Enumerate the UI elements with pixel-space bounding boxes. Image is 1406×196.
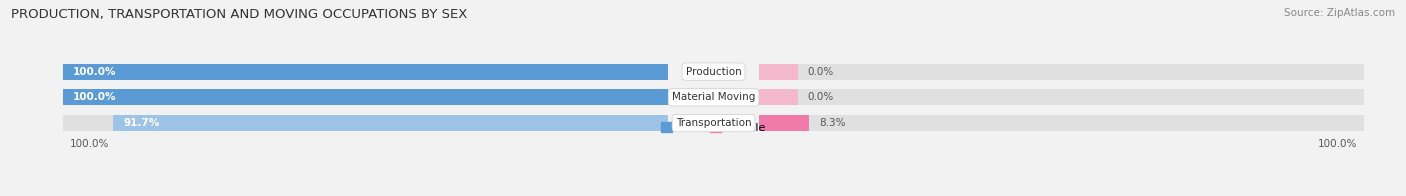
Bar [114, 115, 668, 131]
Text: Transportation: Transportation [676, 118, 751, 128]
Bar [63, 64, 668, 80]
Bar [759, 89, 1364, 105]
Text: 100.0%: 100.0% [73, 92, 117, 102]
Text: Production: Production [686, 67, 741, 77]
Legend: Male, Female: Male, Female [657, 118, 770, 137]
Bar [63, 115, 668, 131]
Text: Source: ZipAtlas.com: Source: ZipAtlas.com [1284, 8, 1395, 18]
Text: 91.7%: 91.7% [124, 118, 159, 128]
Bar [759, 64, 799, 80]
Text: 100.0%: 100.0% [73, 67, 117, 77]
Text: PRODUCTION, TRANSPORTATION AND MOVING OCCUPATIONS BY SEX: PRODUCTION, TRANSPORTATION AND MOVING OC… [11, 8, 468, 21]
Bar [63, 64, 668, 80]
Text: Material Moving: Material Moving [672, 92, 755, 102]
Text: 100.0%: 100.0% [70, 139, 110, 149]
Bar [759, 115, 810, 131]
Bar [759, 115, 1364, 131]
Text: 0.0%: 0.0% [808, 92, 834, 102]
Bar [759, 89, 799, 105]
Bar [759, 64, 1364, 80]
Text: 8.3%: 8.3% [820, 118, 845, 128]
Bar [63, 89, 668, 105]
Text: 100.0%: 100.0% [1317, 139, 1357, 149]
Bar [63, 89, 668, 105]
Text: 0.0%: 0.0% [808, 67, 834, 77]
